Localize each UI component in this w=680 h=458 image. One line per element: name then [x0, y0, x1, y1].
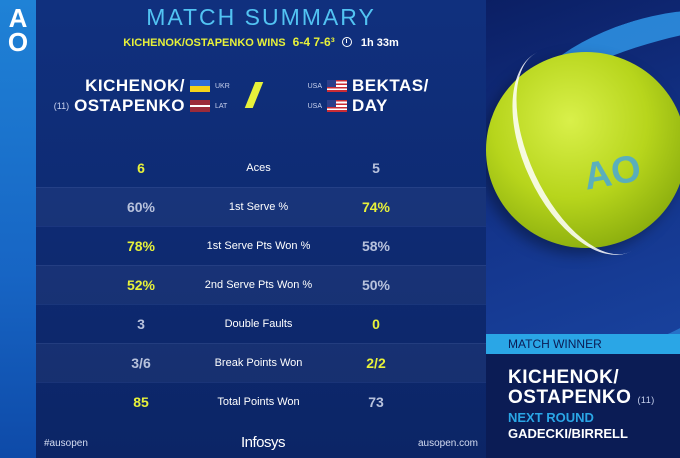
- match-duration: 1h 33m: [360, 37, 399, 49]
- player-right-2: USA DAY: [306, 96, 429, 116]
- winner-name-line2: OSTAPENKO: [508, 387, 632, 408]
- latvia-flag-icon: [190, 100, 210, 112]
- player-name: BEKTAS/: [352, 76, 429, 95]
- winner-seed: (11): [637, 395, 655, 405]
- teams-header: KICHENOK/ UKR (11) OSTAPENKO LAT USA BEK…: [36, 72, 486, 122]
- country-code: USA: [307, 82, 322, 90]
- ukraine-flag-icon: [190, 80, 210, 92]
- team-right: USA BEKTAS/ USA DAY: [306, 76, 429, 116]
- stat-label: 1st Serve %: [228, 201, 289, 213]
- stat-right-value: 5: [372, 159, 380, 176]
- country-code: USA: [307, 102, 322, 110]
- usa-flag-icon: [327, 100, 347, 112]
- stat-row: 3 Double Faults 0: [36, 304, 486, 343]
- stat-label: Aces: [246, 161, 271, 174]
- team-seed: (11): [53, 101, 70, 111]
- stat-left-value: 3: [137, 316, 145, 332]
- stat-row: 60% 1st Serve % 74%: [36, 187, 486, 226]
- usa-flag-icon: [327, 80, 347, 92]
- stat-label: Break Points Won: [214, 357, 303, 369]
- page-title: MATCH SUMMARY: [146, 4, 376, 30]
- clock-icon: [341, 37, 352, 47]
- match-summary-board: MATCH SUMMARY KICHENOK/OSTAPENKO WINS 6-…: [36, 0, 486, 458]
- sponsor-logo: Infosys: [241, 434, 286, 451]
- stat-row: 52% 2nd Serve Pts Won % 50%: [36, 265, 486, 304]
- stat-label: Total Points Won: [217, 396, 300, 408]
- stat-left-value: 78%: [126, 238, 156, 254]
- stat-right-value: 73: [368, 394, 384, 410]
- stat-right-value: 74%: [361, 199, 391, 215]
- next-round-opponent: GADECKI/BIRRELL: [508, 426, 628, 441]
- player-name: DAY: [352, 96, 388, 115]
- versus-slash-icon: [244, 82, 264, 108]
- tennis-ball-icon: AO: [486, 26, 680, 278]
- country-code: UKR: [215, 82, 230, 90]
- stat-row: 6 Aces 5: [36, 148, 486, 187]
- stat-right-value: 50%: [361, 277, 391, 293]
- stat-label: 1st Serve Pts Won %: [206, 240, 311, 252]
- stat-label: 2nd Serve Pts Won %: [204, 279, 313, 291]
- result-line: KICHENOK/OSTAPENKO WINS 6-4 7-6³ 1h 33m: [36, 35, 486, 49]
- website-link: ausopen.com: [417, 438, 478, 449]
- stat-row: 85 Total Points Won 73: [36, 382, 486, 421]
- player-name: KICHENOK/: [85, 76, 185, 95]
- winner-tag: MATCH WINNER: [486, 334, 680, 354]
- stat-row: 78% 1st Serve Pts Won % 58%: [36, 226, 486, 265]
- player-left-1: KICHENOK/ UKR: [54, 76, 231, 96]
- next-round-label: NEXT ROUND: [508, 410, 594, 425]
- footer-bar: #ausopen Infosys ausopen.com: [36, 434, 486, 458]
- stat-label: Double Faults: [224, 318, 293, 330]
- stat-left-value: 3/6: [131, 355, 151, 371]
- stat-left-value: 85: [133, 394, 149, 410]
- match-score: 6-4 7-6³: [292, 35, 335, 49]
- winner-name: KICHENOK/ OSTAPENKO (11): [508, 368, 655, 410]
- player-name: OSTAPENKO: [74, 96, 185, 115]
- stat-right-value: 58%: [361, 238, 391, 254]
- country-code: LAT: [215, 102, 228, 110]
- stat-row: 3/6 Break Points Won 2/2: [36, 343, 486, 382]
- match-winner-panel: MATCH WINNER KICHENOK/ OSTAPENKO (11) NEX…: [486, 334, 680, 458]
- stat-left-value: 6: [137, 159, 145, 176]
- stats-table: 6 Aces 5 60% 1st Serve % 74% 78% 1st Ser…: [36, 148, 486, 421]
- stat-right-value: 0: [372, 316, 380, 332]
- team-left: KICHENOK/ UKR (11) OSTAPENKO LAT: [54, 76, 231, 116]
- stat-left-value: 52%: [126, 277, 156, 293]
- winners-text: KICHENOK/OSTAPENKO WINS: [123, 37, 286, 49]
- hashtag: #ausopen: [44, 438, 88, 449]
- winner-name-line1: KICHENOK/: [508, 367, 620, 388]
- player-left-2: (11) OSTAPENKO LAT: [54, 96, 231, 116]
- stat-left-value: 60%: [126, 199, 156, 215]
- stat-right-value: 2/2: [366, 355, 386, 371]
- player-right-1: USA BEKTAS/: [306, 76, 429, 96]
